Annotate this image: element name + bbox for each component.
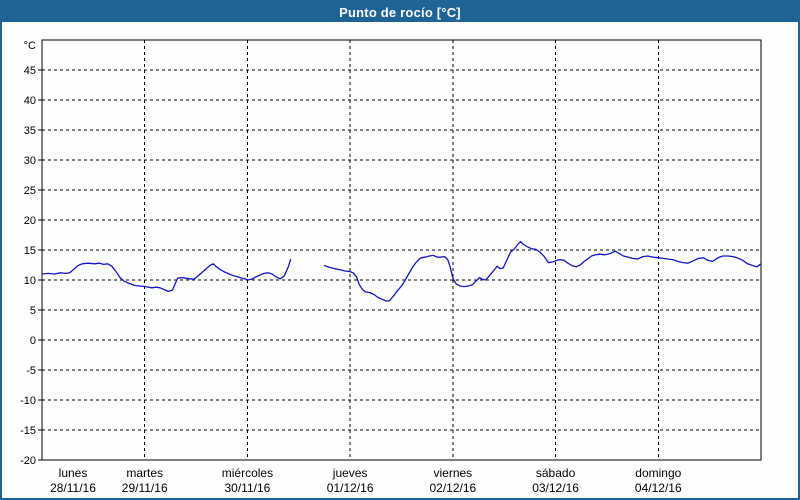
x-date-label: 04/12/16	[635, 481, 682, 495]
dew-point-chart: 45 40 35 30 25 20 15 10 5 0 -5 -10 -15 -20 °C lunes28/1…	[20, 39, 762, 495]
y-axis-unit-label: °C	[24, 40, 36, 52]
dew-point-series-line	[323, 240, 762, 302]
x-day-label: lunes	[59, 466, 88, 480]
x-day-label: viernes	[434, 466, 473, 480]
y-tick-label: 0	[30, 335, 36, 347]
y-tick-label: -15	[20, 425, 36, 437]
y-tick-label: 5	[30, 305, 36, 317]
x-day-label: miércoles	[222, 466, 273, 480]
y-tick-label: 20	[24, 215, 36, 227]
x-day-label: domingo	[635, 466, 681, 480]
chart-title: Punto de rocío [°C]	[339, 4, 461, 20]
x-day-label: martes	[126, 466, 163, 480]
y-tick-label: 15	[24, 245, 36, 257]
plot-border	[41, 39, 762, 461]
y-tick-label: 45	[24, 65, 36, 77]
chart-title-bar: Punto de rocío [°C]	[2, 2, 798, 22]
x-date-label: 03/12/16	[532, 481, 579, 495]
x-day-label: sábado	[536, 466, 576, 480]
x-date-label: 29/11/16	[122, 481, 168, 495]
x-date-label: 28/11/16	[50, 481, 96, 495]
y-tick-label: 40	[24, 95, 36, 107]
y-tick-label: 35	[24, 125, 36, 137]
y-tick-label: 10	[24, 275, 36, 287]
y-tick-label: 30	[24, 155, 36, 167]
y-tick-label: 25	[24, 185, 36, 197]
x-date-label: 30/11/16	[225, 481, 271, 495]
x-day-label: jueves	[332, 466, 368, 480]
y-tick-label: -20	[20, 455, 36, 467]
x-date-label: 02/12/16	[429, 481, 476, 495]
x-date-label: 01/12/16	[327, 481, 374, 495]
y-tick-label: -10	[20, 395, 36, 407]
dew-point-series-line	[41, 258, 292, 293]
y-tick-label: -5	[26, 365, 36, 377]
